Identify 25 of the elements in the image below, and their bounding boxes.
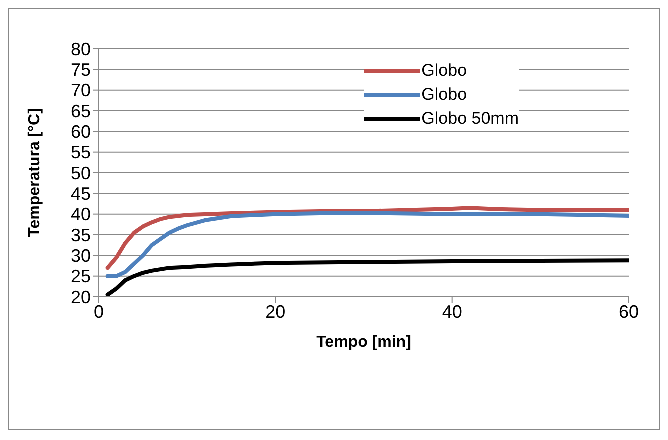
y-tick-label: 20 <box>70 287 91 308</box>
y-tick-label: 25 <box>70 266 91 287</box>
y-tick-label: 45 <box>70 184 91 204</box>
line-series <box>106 206 629 270</box>
y-axis-title: Temperatura [°C] <box>26 108 44 238</box>
line-series <box>106 258 629 297</box>
y-tick-label: 55 <box>70 142 91 163</box>
y-tick-label: 75 <box>70 60 91 80</box>
y-tick-label: 70 <box>70 80 91 101</box>
line-series <box>106 211 629 278</box>
y-tick-label: 40 <box>70 204 91 225</box>
legend-label: Globo 50mm <box>422 109 519 129</box>
legend-label: Globo <box>422 61 468 81</box>
x-tick-label: 60 <box>618 302 640 322</box>
y-tick-label: 50 <box>70 163 91 184</box>
y-tick-label: 60 <box>70 122 91 142</box>
y-tick-label: 35 <box>70 225 91 246</box>
y-tick-label: 30 <box>70 246 91 266</box>
x-tick-label: 20 <box>266 302 286 322</box>
x-tick-label: 0 <box>94 302 104 322</box>
y-tick-label: 80 <box>70 39 91 60</box>
x-tick-label: 40 <box>442 302 462 322</box>
x-axis-title: Tempo [min] <box>316 334 412 351</box>
y-tick-label: 65 <box>70 101 91 122</box>
legend-label: Globo <box>422 85 468 105</box>
